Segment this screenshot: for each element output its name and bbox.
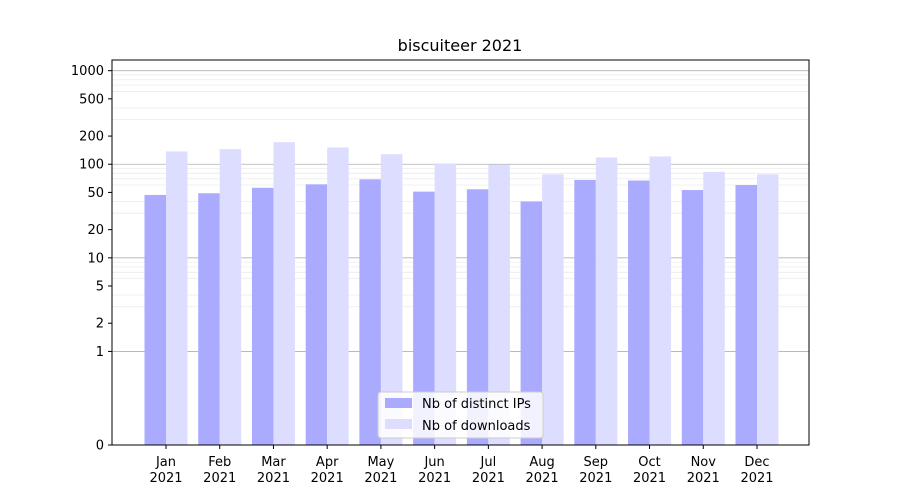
x-axis: Jan 2021 Feb 2021 Mar 2021 Apr 2021 May 2021 Jun 20… bbox=[149, 445, 774, 486]
legend-swatch-ips bbox=[385, 398, 412, 408]
bar-distinct-ips bbox=[574, 179, 596, 445]
bar-distinct-ips bbox=[251, 187, 274, 445]
bar-downloads bbox=[595, 157, 618, 445]
y-tick-label: 100 bbox=[79, 158, 104, 173]
legend-box bbox=[377, 391, 544, 439]
y-tick-label: 0 bbox=[96, 439, 104, 454]
bar-downloads bbox=[327, 147, 349, 446]
bar-downloads bbox=[219, 149, 242, 445]
y-tick-label: 10 bbox=[87, 251, 104, 266]
chart-title: biscuiteer 2021 bbox=[398, 36, 523, 55]
bar-downloads bbox=[166, 151, 188, 446]
y-tick-label: 5 bbox=[96, 280, 104, 295]
y-tick-label: 20 bbox=[87, 223, 104, 238]
y-tick-label: 500 bbox=[79, 92, 104, 107]
x-tick-label: May 2021 bbox=[364, 455, 397, 486]
bar-downloads bbox=[434, 163, 457, 445]
x-tick-label: Jul 2021 bbox=[472, 455, 505, 486]
x-tick-label: Jun 2021 bbox=[418, 455, 451, 486]
legend-swatch-downloads bbox=[385, 419, 412, 429]
y-tick-label: 200 bbox=[79, 130, 104, 145]
x-tick-label: Nov 2021 bbox=[687, 455, 720, 486]
bar-distinct-ips bbox=[466, 189, 489, 445]
bars bbox=[144, 142, 779, 446]
bar-downloads bbox=[488, 164, 510, 445]
x-tick-label: Oct 2021 bbox=[633, 455, 666, 486]
bar-downloads bbox=[273, 142, 295, 445]
y-tick-label: 1 bbox=[96, 345, 104, 360]
bar-distinct-ips bbox=[198, 193, 220, 445]
legend-label-downloads: Nb of downloads bbox=[422, 419, 531, 434]
bar-distinct-ips bbox=[305, 184, 328, 445]
y-tick-label: 1000 bbox=[71, 64, 104, 79]
y-axis: 0 1 2 5 10 20 50 100 200 500 1000 bbox=[71, 64, 112, 454]
x-tick-label: Dec 2021 bbox=[740, 455, 773, 486]
x-tick-label: Aug 2021 bbox=[526, 455, 559, 486]
y-tick-label: 50 bbox=[87, 186, 104, 201]
bar-downloads bbox=[703, 171, 725, 445]
legend: Nb of distinct IPs Nb of downloads bbox=[377, 391, 544, 439]
bar-downloads bbox=[757, 174, 779, 445]
x-tick-label: Jan 2021 bbox=[149, 455, 182, 486]
bar-distinct-ips bbox=[413, 191, 435, 445]
bar-downloads bbox=[542, 174, 564, 445]
bar-downloads bbox=[649, 156, 672, 446]
bar-distinct-ips bbox=[359, 179, 381, 445]
bar-distinct-ips bbox=[628, 180, 650, 446]
bar-distinct-ips bbox=[735, 185, 757, 445]
legend-label-ips: Nb of distinct IPs bbox=[422, 397, 531, 412]
bar-distinct-ips bbox=[144, 194, 166, 445]
x-tick-label: Sep 2021 bbox=[579, 455, 612, 486]
y-tick-label: 2 bbox=[96, 317, 104, 332]
bar-distinct-ips bbox=[520, 201, 543, 445]
bar-distinct-ips bbox=[681, 190, 704, 445]
x-tick-label: Apr 2021 bbox=[311, 455, 344, 486]
x-tick-label: Feb 2021 bbox=[203, 455, 236, 486]
plot-frame bbox=[111, 59, 810, 446]
x-tick-label: Mar 2021 bbox=[257, 455, 290, 486]
bar-downloads bbox=[380, 154, 403, 446]
